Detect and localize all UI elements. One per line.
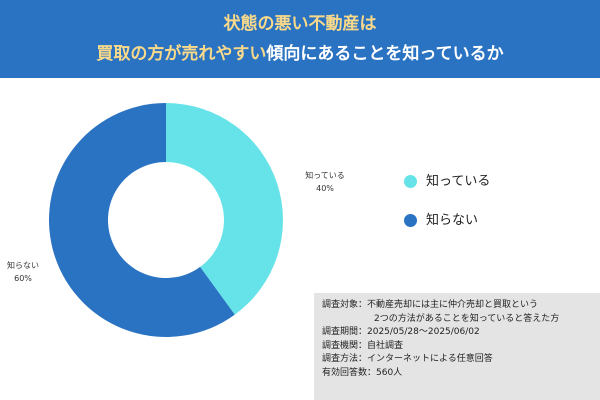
- note-respondents: 有効回答数：560人: [322, 367, 403, 378]
- title-line-1: 状態の悪い不動産は: [223, 14, 377, 34]
- legend-swatch-know: [404, 175, 417, 188]
- legend-label-know: 知っている: [426, 174, 491, 189]
- survey-note: 調査対象：不動産売却には主に仲介売却と買取という 2つの方法があることを知ってい…: [314, 293, 600, 400]
- donut-chart: 知っている 40% 知らない 60%: [7, 103, 345, 338]
- title-highlight: 買取の方が売れやすい: [96, 44, 267, 64]
- note-target-line2: 2つの方法があることを知っていると答えた方: [374, 313, 560, 324]
- slice-value-know: 40%: [316, 184, 334, 193]
- title-rest: 傾向にあることを知っているか: [266, 44, 504, 64]
- slice-label-dont-know: 知らない: [7, 260, 39, 270]
- title-line-2: 買取の方が売れやすい傾向にあることを知っているか: [0, 42, 600, 66]
- title-banner: 状態の悪い不動産は 買取の方が売れやすい傾向にあることを知っているか: [0, 0, 600, 78]
- slice-value-dont-know: 60%: [14, 274, 32, 283]
- note-target: 調査対象：不動産売却には主に仲介売却と買取という: [322, 299, 592, 313]
- note-organization: 調査機関：自社調査: [322, 340, 404, 351]
- slice-know: [166, 103, 283, 315]
- legend-swatch-dont-know: [404, 214, 417, 227]
- slice-label-know: 知っている: [305, 170, 345, 180]
- note-target-label: 調査対象：: [322, 300, 368, 310]
- note-target-line1: 不動産売却には主に仲介売却と買取という: [367, 300, 539, 310]
- note-period: 調査期間：2025/05/28～2025/06/02: [322, 327, 480, 337]
- slice-dont-know: [48, 103, 235, 338]
- note-method: 調査方法：インターネットによる任意回答: [322, 354, 493, 364]
- legend-label-dont-know: 知らない: [426, 213, 479, 228]
